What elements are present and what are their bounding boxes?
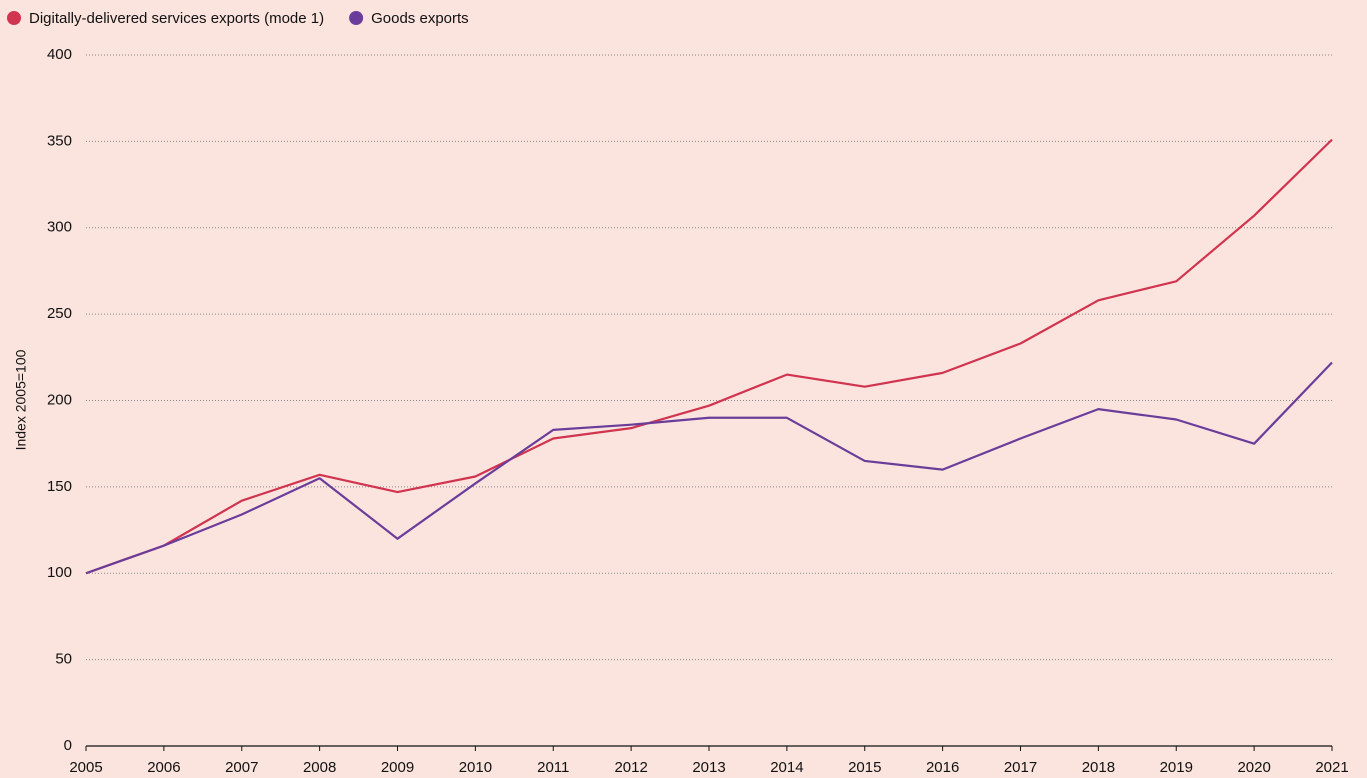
x-tick-label: 2013 xyxy=(692,759,725,776)
legend-label: Goods exports xyxy=(371,10,469,27)
x-tick-label: 2018 xyxy=(1082,759,1115,776)
x-tick-label: 2021 xyxy=(1315,759,1348,776)
x-tick-label: 2006 xyxy=(147,759,180,776)
y-axis-label: Index 2005=100 xyxy=(13,349,29,450)
y-tick-label: 200 xyxy=(47,391,72,408)
y-tick-label: 100 xyxy=(47,564,72,581)
y-tick-label: 250 xyxy=(47,305,72,322)
y-tick-label: 400 xyxy=(47,46,72,63)
y-tick-label: 350 xyxy=(47,132,72,149)
legend-marker xyxy=(349,11,364,25)
x-tick-label: 2011 xyxy=(537,759,569,776)
x-tick-label: 2016 xyxy=(926,759,959,776)
x-tick-label: 2010 xyxy=(459,759,492,776)
series-line xyxy=(85,361,1333,575)
y-tick-label: 300 xyxy=(47,219,72,236)
legend-marker xyxy=(7,11,21,25)
x-tick-label: 2017 xyxy=(1004,759,1037,776)
x-tick-label: 2008 xyxy=(303,759,336,776)
x-tick-label: 2014 xyxy=(770,759,803,776)
y-tick-label: 150 xyxy=(47,478,72,495)
x-tick-label: 2019 xyxy=(1160,759,1193,776)
x-tick-label: 2007 xyxy=(225,759,258,776)
y-tick-label: 0 xyxy=(64,737,72,754)
series-line xyxy=(85,138,1333,575)
legend-label: Digitally-delivered services exports (mo… xyxy=(29,10,324,27)
x-tick-label: 2015 xyxy=(848,759,881,776)
x-tick-label: 2012 xyxy=(614,759,647,776)
x-tick-label: 2009 xyxy=(381,759,414,776)
x-tick-label: 2005 xyxy=(69,759,102,776)
x-tick-label: 2020 xyxy=(1237,759,1270,776)
y-tick-label: 50 xyxy=(55,651,72,668)
